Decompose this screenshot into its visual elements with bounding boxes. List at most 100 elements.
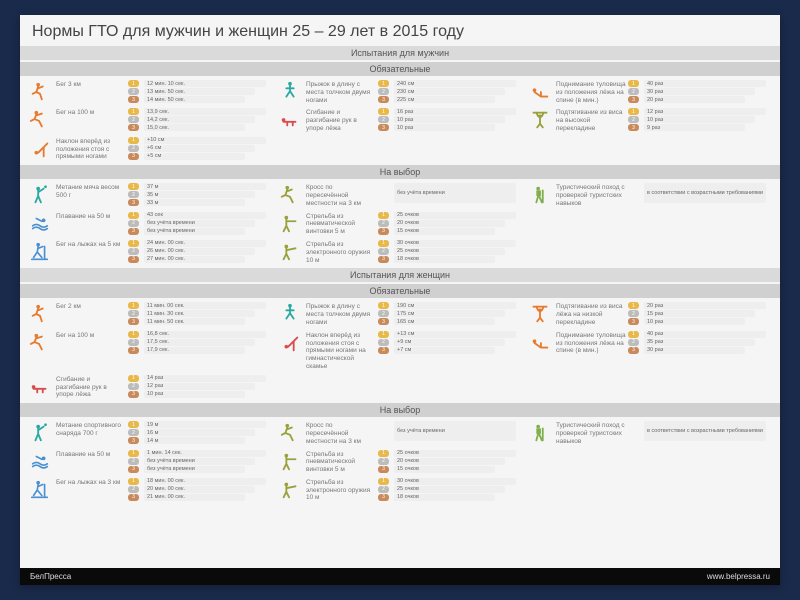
value-bar: 33 м xyxy=(144,199,245,206)
value-bar: 30 раз xyxy=(644,88,755,95)
test-row: Сгибание и разгибание рук в упоре лёжа12… xyxy=(28,374,272,400)
value-bar: 10 раз xyxy=(644,116,755,123)
test-label: Стрельба из электронного оружия 10 м xyxy=(306,478,376,502)
pushup-icon xyxy=(278,108,302,132)
test-row: Сгибание и разгибание рук в упоре лёжа12… xyxy=(278,107,522,133)
test-label: Сгибание и разгибание рук в упоре лёжа xyxy=(56,375,126,399)
test-row: Плавание на 50 м12343 секбез учёта време… xyxy=(28,211,272,237)
medal-badge: 1 xyxy=(628,302,639,309)
medal-badge: 2 xyxy=(628,88,639,95)
value-bars: 13,9 сек.14,2 сек.15,0 сек. xyxy=(144,108,272,131)
value-bars: 18 мин. 00 сек.20 мин. 00 сек.21 мин. 00… xyxy=(144,478,272,501)
test-row: Бег 3 км12312 мин. 10 сек.13 мин. 50 сек… xyxy=(28,79,272,105)
value-bar: 25 очков xyxy=(394,248,505,255)
medal-badge: 1 xyxy=(128,183,139,190)
value-bar: 40 раз xyxy=(644,331,766,338)
medal-badge: 3 xyxy=(128,437,139,444)
medal-badge: 2 xyxy=(378,116,389,123)
medal-badge: 2 xyxy=(628,310,639,317)
value-bars: в соответствии с возрастными требованиям… xyxy=(644,183,772,203)
bend-icon xyxy=(278,331,302,355)
value-bars: 24 мин. 00 сек.26 мин. 00 сек.27 мин. 00… xyxy=(144,240,272,263)
value-bar: 16 м xyxy=(144,429,255,436)
value-bar: 12 мин. 10 сек. xyxy=(144,80,266,87)
medal-column: 123 xyxy=(378,331,392,354)
medal-badge: 1 xyxy=(128,302,139,309)
test-label: Подтягивание из виса лёжа на низкой пере… xyxy=(556,302,626,326)
medal-badge: 3 xyxy=(628,124,639,131)
value-bar: 225 см xyxy=(394,96,495,103)
test-label: Подтягивание из виса на высокой переклад… xyxy=(556,108,626,132)
medal-column: 123 xyxy=(128,212,142,235)
medal-badge: 3 xyxy=(128,124,139,131)
value-bar: без учёта времени xyxy=(394,183,516,203)
test-row: Стрельба из пневматической винтовки 5 м1… xyxy=(278,449,522,475)
value-bars: 25 очков20 очков15 очков xyxy=(394,212,522,235)
value-bars: 20 раз15 раз10 раз xyxy=(644,302,772,325)
value-bar: 15,0 сек. xyxy=(144,124,245,131)
test-row: Метание спортивного снаряда 700 г12319 м… xyxy=(28,420,272,446)
value-bars: 14 раз12 раз10 раз xyxy=(144,375,272,398)
test-row: Плавание на 50 м1231 мин. 14 сек.без учё… xyxy=(28,449,272,475)
medal-badge: 1 xyxy=(128,450,139,457)
medal-badge: 2 xyxy=(128,220,139,227)
runner-icon xyxy=(28,80,52,104)
medal-badge: 3 xyxy=(128,228,139,235)
medal-badge: 1 xyxy=(128,240,139,247)
medal-column: 123 xyxy=(128,137,142,160)
medal-column xyxy=(628,421,642,441)
test-row: Туристический поход с проверкой туристск… xyxy=(528,420,772,446)
test-row: Подтягивание из виса на высокой переклад… xyxy=(528,107,772,133)
value-bar: без учёта времени xyxy=(144,228,245,235)
medal-badge: 1 xyxy=(128,80,139,87)
medal-badge: 2 xyxy=(128,310,139,317)
medal-badge: 3 xyxy=(378,318,389,325)
medal-column: 123 xyxy=(378,80,392,103)
value-bars: 16 раз10 раз10 раз xyxy=(394,108,522,131)
value-bars: 1 мин. 14 сек.без учёта временибез учёта… xyxy=(144,450,272,473)
value-bar: +10 см xyxy=(144,137,266,144)
value-bar: 230 см xyxy=(394,88,505,95)
value-bar: 14 раз xyxy=(144,375,266,382)
section-optional-men: На выбор xyxy=(20,165,780,179)
test-row: Бег на лыжах на 3 км12318 мин. 00 сек.20… xyxy=(28,477,272,503)
medal-badge: 1 xyxy=(378,450,389,457)
medal-badge: 3 xyxy=(128,466,139,473)
medal-badge: 2 xyxy=(378,310,389,317)
medal-column: 123 xyxy=(378,240,392,263)
test-row: Подтягивание из виса лёжа на низкой пере… xyxy=(528,301,772,327)
value-bar: +5 см xyxy=(144,153,245,160)
jump-icon xyxy=(278,80,302,104)
value-bar: 35 раз xyxy=(644,339,755,346)
value-bar: 1 мин. 14 сек. xyxy=(144,450,266,457)
value-bar: в соответствии с возрастными требованиям… xyxy=(644,421,766,441)
test-row: Поднимание туловища из положения лёжа на… xyxy=(528,330,772,372)
value-bar: 11 мин. 00 сек. xyxy=(144,302,266,309)
medal-column: 123 xyxy=(378,450,392,473)
swim-icon xyxy=(28,212,52,236)
medal-badge: 2 xyxy=(128,339,139,346)
medal-badge: 1 xyxy=(378,80,389,87)
value-bar: 35 м xyxy=(144,191,255,198)
test-label: Плавание на 50 м xyxy=(56,450,126,459)
value-bar: 30 раз xyxy=(644,347,745,354)
test-label: Бег на лыжах на 5 км xyxy=(56,240,126,249)
value-bar: 14 мин. 50 сек. xyxy=(144,96,245,103)
test-label: Поднимание туловища из положения лёжа на… xyxy=(556,80,626,104)
medal-badge: 2 xyxy=(128,486,139,493)
value-bar: 10 раз xyxy=(144,391,245,398)
medal-badge: 2 xyxy=(378,339,389,346)
sprint-icon xyxy=(28,108,52,132)
test-label: Прыжок в длину с места толчком двумя ног… xyxy=(306,302,376,326)
value-bars: 30 очков25 очков18 очков xyxy=(394,240,522,263)
value-bars: 40 раз35 раз30 раз xyxy=(644,331,772,354)
medal-badge: 3 xyxy=(628,96,639,103)
medal-badge: 2 xyxy=(128,248,139,255)
medal-badge: 3 xyxy=(128,153,139,160)
medal-column: 123 xyxy=(128,80,142,103)
section-optional-women: На выбор xyxy=(20,403,780,417)
value-bar: 15 раз xyxy=(644,310,755,317)
value-bar: +13 см xyxy=(394,331,516,338)
value-bar: 30 очков xyxy=(394,478,516,485)
test-label: Бег на лыжах на 3 км xyxy=(56,478,126,487)
